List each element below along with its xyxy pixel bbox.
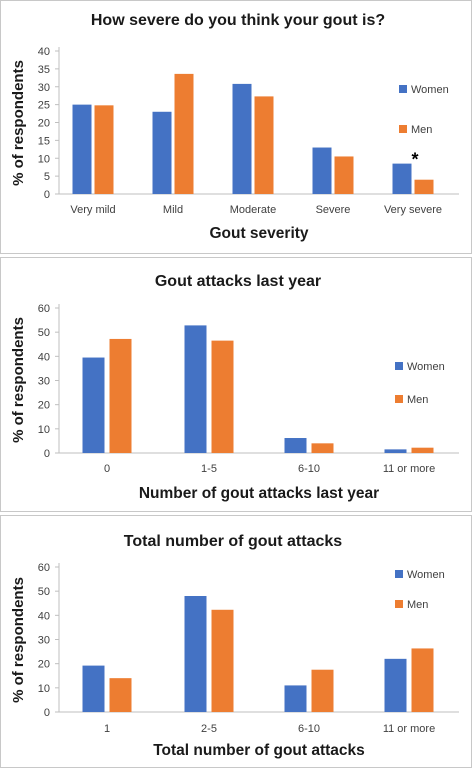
bar-men-1 bbox=[174, 73, 194, 194]
y-axis-label: % of respondents bbox=[10, 317, 27, 443]
y-tick-label: 15 bbox=[38, 135, 50, 147]
x-tick-label: 1-5 bbox=[201, 463, 217, 475]
y-tick-label: 40 bbox=[38, 610, 50, 622]
y-axis-label: % of respondents bbox=[10, 577, 27, 703]
x-tick-label: 11 or more bbox=[383, 723, 435, 735]
y-axis-label: % of respondents bbox=[10, 60, 27, 186]
y-tick-label: 40 bbox=[38, 351, 50, 363]
bar-women-1 bbox=[152, 111, 172, 194]
bar-men-0 bbox=[94, 105, 114, 194]
y-tick-label: 60 bbox=[38, 303, 50, 315]
y-tick-label: 20 bbox=[38, 659, 50, 671]
bar-men-2 bbox=[254, 96, 274, 194]
bar-men-2 bbox=[311, 443, 334, 453]
bar-men-3 bbox=[411, 648, 434, 712]
legend-label-women: Women bbox=[407, 569, 445, 581]
legend-swatch-women bbox=[395, 570, 403, 578]
chart-svg-attacks-last-year: Gout attacks last year % of respondents 0 1… bbox=[10, 273, 459, 502]
chart-title: Total number of gout attacks bbox=[124, 533, 342, 550]
bar-men-1 bbox=[211, 340, 234, 453]
y-tick-label: 60 bbox=[38, 562, 50, 574]
x-tick-label: Mild bbox=[163, 204, 183, 216]
y-tick-label: 0 bbox=[44, 707, 50, 719]
x-tick-label: 6-10 bbox=[298, 723, 320, 735]
chart-panel-severity: How severe do you think your gout is? % o… bbox=[0, 0, 472, 254]
bar-men-2 bbox=[311, 669, 334, 712]
y-tick-label: 10 bbox=[38, 683, 50, 695]
bar-women-3 bbox=[312, 147, 332, 194]
x-tick-label: Very mild bbox=[70, 204, 115, 216]
y-tick-label: 50 bbox=[38, 586, 50, 598]
bar-women-2 bbox=[232, 83, 252, 194]
y-tick-label: 30 bbox=[38, 376, 50, 388]
legend-label-men: Men bbox=[407, 394, 428, 406]
y-tick-label: 30 bbox=[38, 635, 50, 647]
y-tick-label: 20 bbox=[38, 118, 50, 130]
bar-men-1 bbox=[211, 609, 234, 712]
legend-label-men: Men bbox=[411, 124, 432, 136]
bar-women-4 bbox=[392, 163, 412, 194]
y-tick-label: 20 bbox=[38, 400, 50, 412]
chart-panel-attacks-last-year: Gout attacks last year % of respondents 0 1… bbox=[0, 257, 472, 512]
bar-women-3 bbox=[384, 449, 407, 453]
y-tick-label: 25 bbox=[38, 100, 50, 112]
legend-label-men: Men bbox=[407, 599, 428, 611]
x-tick-label: Moderate bbox=[230, 204, 276, 216]
bar-women-0 bbox=[72, 104, 92, 194]
bar-men-3 bbox=[334, 156, 354, 194]
y-tick-label: 50 bbox=[38, 327, 50, 339]
bar-men-3 bbox=[411, 447, 434, 453]
annotation-asterisk: * bbox=[411, 150, 418, 170]
chart-title: How severe do you think your gout is? bbox=[91, 12, 385, 29]
x-tick-label: Severe bbox=[316, 204, 351, 216]
y-tick-label: 5 bbox=[44, 171, 50, 183]
x-tick-label: Very severe bbox=[384, 204, 442, 216]
y-tick-label: 40 bbox=[38, 46, 50, 58]
x-tick-label: 6-10 bbox=[298, 463, 320, 475]
y-tick-label: 35 bbox=[38, 64, 50, 76]
x-tick-label: 11 or more bbox=[383, 463, 435, 475]
bar-women-0 bbox=[82, 665, 105, 712]
x-tick-label: 2-5 bbox=[201, 723, 217, 735]
y-tick-label: 10 bbox=[38, 424, 50, 436]
chart-panel-total-attacks: Total number of gout attacks % of respond… bbox=[0, 515, 472, 768]
chart-title: Gout attacks last year bbox=[155, 273, 321, 290]
legend-swatch-men bbox=[395, 395, 403, 403]
bar-men-0 bbox=[109, 338, 132, 453]
y-tick-label: 30 bbox=[38, 82, 50, 94]
bar-women-1 bbox=[184, 596, 207, 712]
y-tick-label: 0 bbox=[44, 189, 50, 201]
chart-svg-total-attacks: Total number of gout attacks % of respond… bbox=[10, 533, 459, 759]
y-tick-label: 0 bbox=[44, 448, 50, 460]
x-tick-label: 1 bbox=[104, 723, 110, 735]
legend-label-women: Women bbox=[407, 361, 445, 373]
y-tick-label: 10 bbox=[38, 153, 50, 165]
bar-women-0 bbox=[82, 357, 105, 453]
bar-women-2 bbox=[284, 438, 307, 453]
x-axis-label: Gout severity bbox=[209, 225, 308, 242]
chart-svg-severity: How severe do you think your gout is? % o… bbox=[10, 12, 459, 242]
legend-swatch-men bbox=[399, 125, 407, 133]
bar-men-4 bbox=[414, 179, 434, 194]
x-axis-label: Total number of gout attacks bbox=[153, 742, 365, 759]
legend-swatch-men bbox=[395, 600, 403, 608]
bar-women-2 bbox=[284, 685, 307, 712]
legend-swatch-women bbox=[395, 362, 403, 370]
bar-men-0 bbox=[109, 678, 132, 712]
x-axis-label: Number of gout attacks last year bbox=[139, 485, 379, 502]
bar-women-1 bbox=[184, 325, 207, 453]
legend-label-women: Women bbox=[411, 84, 449, 96]
bar-women-3 bbox=[384, 658, 407, 712]
legend-swatch-women bbox=[399, 85, 407, 93]
x-tick-label: 0 bbox=[104, 463, 110, 475]
